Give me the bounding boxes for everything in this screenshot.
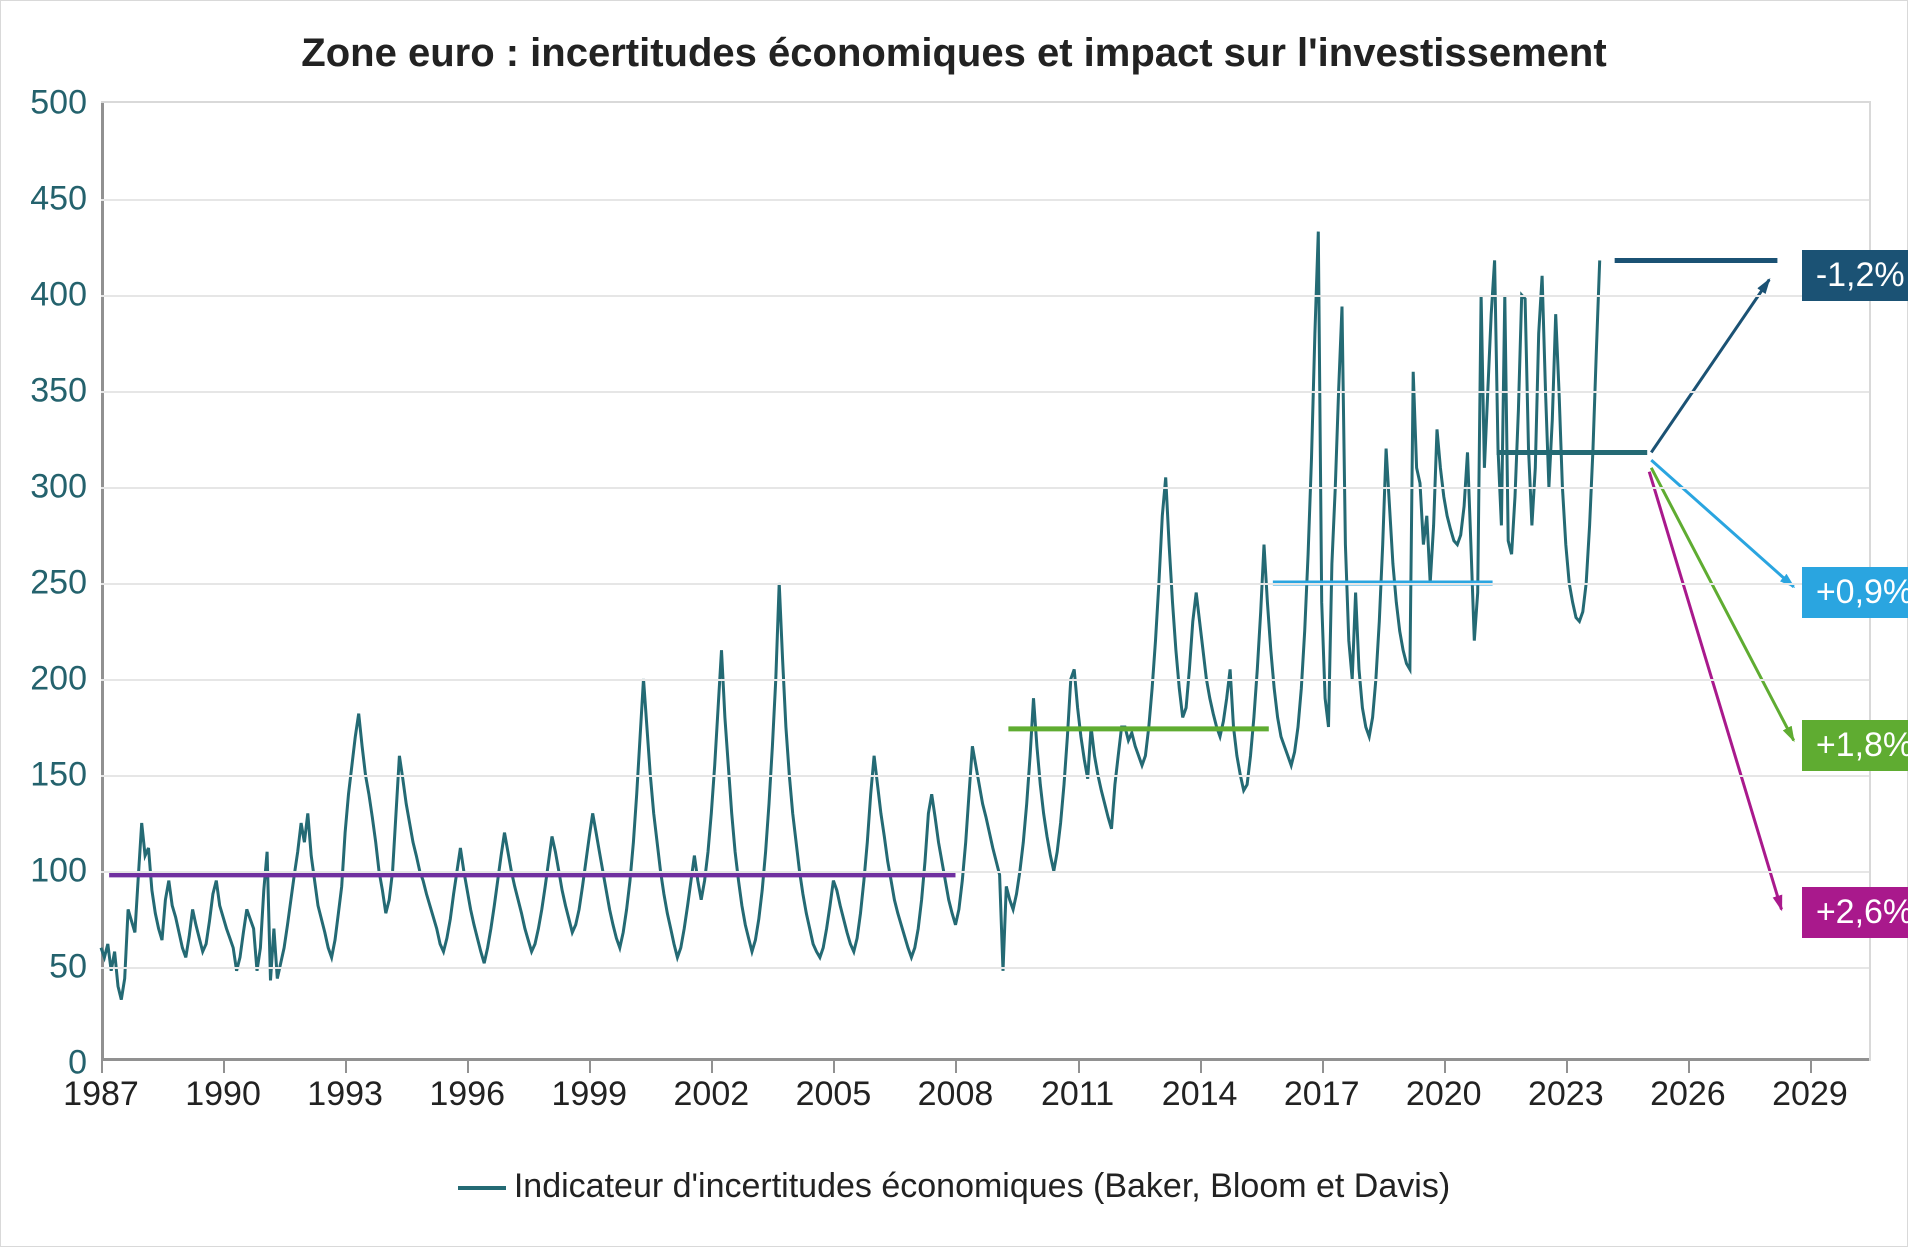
xtick-mark [833, 1061, 835, 1073]
xtick-label: 1999 [551, 1075, 627, 1114]
legend-line [458, 1186, 506, 1190]
scenario-label: -1,2% [1802, 250, 1908, 301]
xtick-mark [223, 1061, 225, 1073]
xtick-label: 2008 [918, 1075, 994, 1114]
xtick-mark [1078, 1061, 1080, 1073]
gridline [101, 295, 1869, 297]
xtick-mark [1810, 1061, 1812, 1073]
xtick-label: 2026 [1650, 1075, 1726, 1114]
gridline [101, 679, 1869, 681]
scenario-arrow [1651, 280, 1769, 453]
chart-container: Zone euro : incertitudes économiques et … [0, 0, 1908, 1247]
xtick-mark [1322, 1061, 1324, 1073]
ytick-label: 50 [49, 948, 87, 987]
ytick-label: 300 [30, 468, 87, 507]
xtick-label: 2029 [1772, 1075, 1848, 1114]
legend: Indicateur d'incertitudes économiques (B… [1, 1167, 1907, 1206]
xtick-mark [1566, 1061, 1568, 1073]
xtick-label: 1993 [307, 1075, 383, 1114]
gridline [101, 583, 1869, 585]
xtick-label: 2002 [674, 1075, 750, 1114]
xtick-mark [345, 1061, 347, 1073]
scenario-label: +0,9% [1802, 567, 1908, 618]
gridline [101, 775, 1869, 777]
ytick-label: 350 [30, 372, 87, 411]
xtick-mark [1444, 1061, 1446, 1073]
legend-label: Indicateur d'incertitudes économiques (B… [514, 1167, 1450, 1205]
xtick-label: 2017 [1284, 1075, 1360, 1114]
ytick-label: 100 [30, 852, 87, 891]
gridline [101, 199, 1869, 201]
xtick-label: 2023 [1528, 1075, 1604, 1114]
xtick-label: 1987 [63, 1075, 139, 1114]
gridline [101, 871, 1869, 873]
xtick-mark [101, 1061, 103, 1073]
xtick-mark [467, 1061, 469, 1073]
xtick-label: 1990 [185, 1075, 261, 1114]
ytick-label: 150 [30, 756, 87, 795]
plot-area: 0501001502002503003504004505001987199019… [101, 101, 1871, 1061]
xtick-mark [1200, 1061, 1202, 1073]
scenario-arrow [1649, 472, 1781, 910]
gridline [101, 391, 1869, 393]
scenario-label: +2,6% [1802, 887, 1908, 938]
gridline [101, 967, 1869, 969]
xtick-label: 2005 [796, 1075, 872, 1114]
ytick-label: 450 [30, 180, 87, 219]
xtick-label: 1996 [429, 1075, 505, 1114]
ytick-label: 400 [30, 276, 87, 315]
xtick-mark [955, 1061, 957, 1073]
xtick-mark [1688, 1061, 1690, 1073]
xtick-label: 2020 [1406, 1075, 1482, 1114]
ytick-label: 250 [30, 564, 87, 603]
xtick-label: 2014 [1162, 1075, 1238, 1114]
xtick-mark [711, 1061, 713, 1073]
series-line [101, 232, 1600, 1000]
ytick-label: 200 [30, 660, 87, 699]
scenario-label: +1,8% [1802, 720, 1908, 771]
ytick-label: 500 [30, 84, 87, 123]
chart-title: Zone euro : incertitudes économiques et … [1, 31, 1907, 76]
xtick-mark [589, 1061, 591, 1073]
xtick-label: 2011 [1041, 1075, 1114, 1114]
gridline [101, 487, 1869, 489]
scenario-arrow [1651, 460, 1793, 587]
scenario-arrow [1651, 468, 1793, 741]
